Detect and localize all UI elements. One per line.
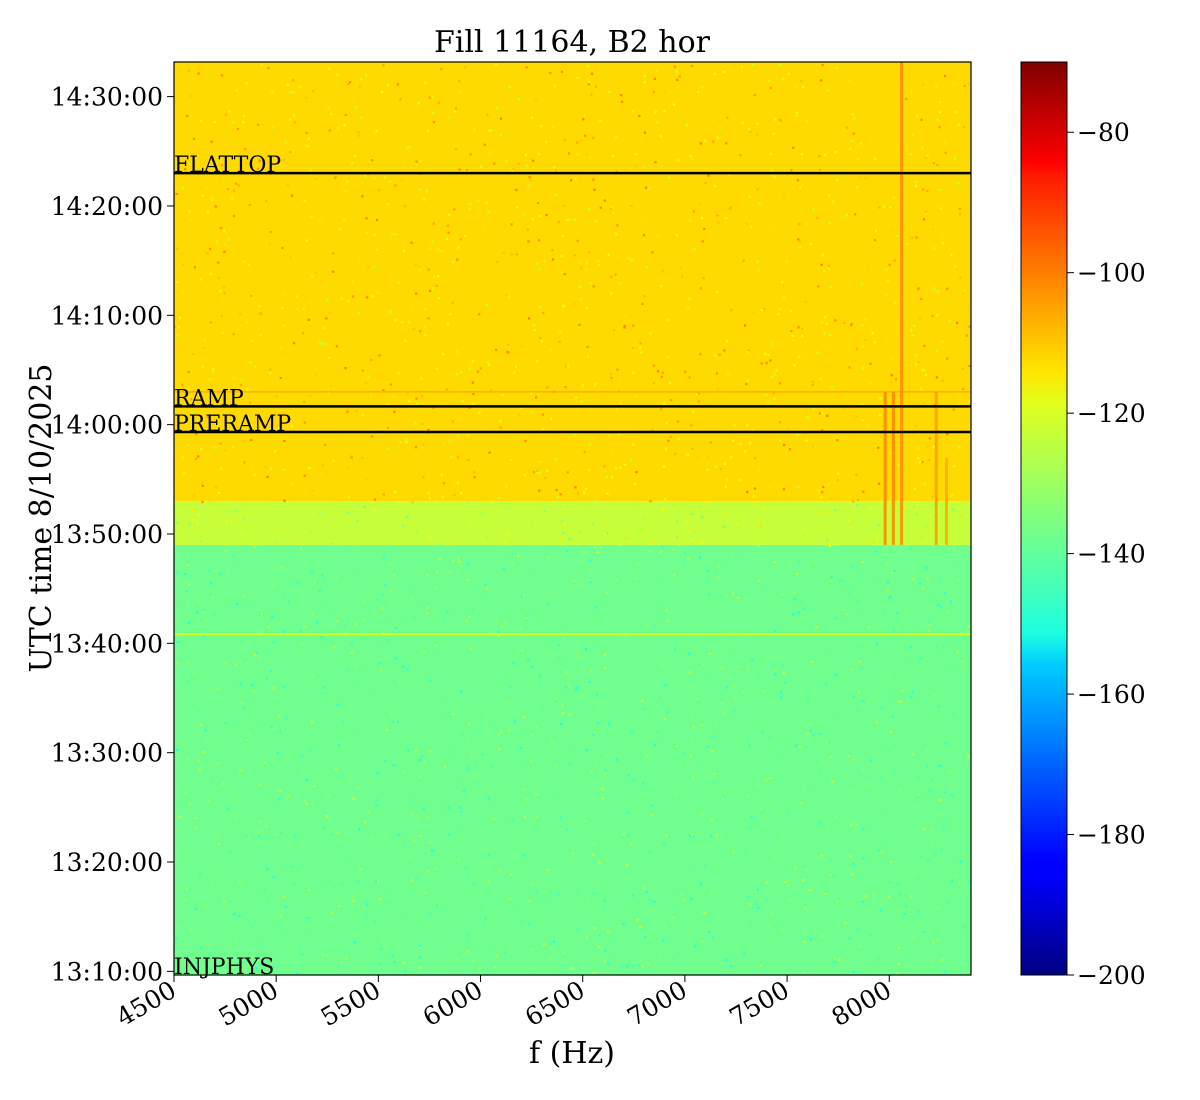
heatmap-noise-texture (174, 63, 971, 975)
phase-label-ramp: RAMP (174, 386, 244, 411)
x-tick-label: 5000 (214, 975, 284, 1032)
x-tick-label: 8000 (827, 975, 897, 1032)
phase-label-preramp: PRERAMP (174, 412, 291, 437)
y-tick-label: 13:40:00 (51, 629, 163, 658)
y-tick-label: 13:50:00 (51, 520, 163, 549)
x-axis: 4500 5000 5500 6000 6500 7000 7500 8000 (111, 975, 896, 1032)
colorbar (1020, 61, 1068, 976)
y-axis-label: UTC time 8/10/2025 (24, 364, 59, 673)
plot-frame (173, 61, 972, 976)
x-tick-label: 6000 (418, 975, 488, 1032)
phase-label-flattop: FLATTOP (174, 153, 281, 178)
colorbar-tick-label: −180 (1077, 821, 1146, 850)
x-axis-label: f (Hz) (529, 1036, 615, 1071)
colorbar-tick-label: −140 (1077, 540, 1146, 569)
x-tick-label: 7500 (724, 975, 794, 1032)
heatmap-features (174, 62, 971, 635)
colorbar-tick-label: −100 (1077, 259, 1146, 288)
y-tick-label: 14:00:00 (51, 411, 163, 440)
heatmap-area (174, 62, 971, 975)
y-tick-label: 14:10:00 (51, 301, 163, 330)
x-tick-label: 6500 (520, 975, 590, 1032)
x-tick-label: 7000 (622, 975, 692, 1032)
y-tick-label: 13:20:00 (51, 848, 163, 877)
heatmap-region-1 (174, 501, 971, 545)
colorbar-axis: −80 −100 −120 −140 −160 −180 −200 (1067, 118, 1146, 990)
phase-label-injphys: INJPHYS (174, 955, 274, 980)
y-tick-label: 14:20:00 (51, 192, 163, 221)
x-tick-label: 5500 (316, 975, 386, 1032)
y-tick-label: 14:30:00 (51, 83, 163, 112)
y-tick-label: 13:10:00 (51, 957, 163, 986)
colorbar-tick-label: −120 (1077, 399, 1146, 428)
heatmap-region-0 (174, 544, 971, 975)
y-axis: 13:10:00 13:20:00 13:30:00 13:40:00 13:50:00… (51, 83, 174, 986)
colorbar-tick-label: −80 (1077, 118, 1130, 147)
colorbar-tick-label: −200 (1077, 961, 1146, 990)
heatmap-region-2 (174, 62, 971, 502)
colorbar-tick-label: −160 (1077, 680, 1146, 709)
chart-title: Fill 11164, B2 hor (434, 25, 711, 60)
y-tick-label: 13:30:00 (51, 739, 163, 768)
